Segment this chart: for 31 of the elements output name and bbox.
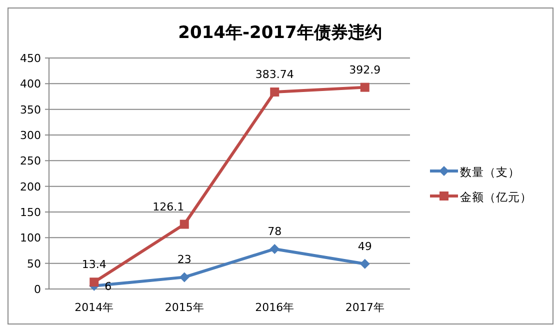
point bbox=[270, 244, 280, 254]
data-label: 126.1 bbox=[152, 200, 184, 214]
point bbox=[270, 88, 280, 97]
x-tick-label: 2014年 bbox=[74, 301, 114, 314]
legend-label: 金额（亿元） bbox=[460, 190, 532, 204]
data-label: 49 bbox=[358, 240, 372, 253]
data-label: 383.74 bbox=[255, 68, 294, 82]
point bbox=[360, 258, 370, 269]
legend-label: 数量（支） bbox=[460, 165, 520, 179]
y-tick-label: 400 bbox=[20, 78, 41, 91]
chart-title: 2014年-2017年债券违约 bbox=[178, 23, 382, 43]
y-tick-label: 300 bbox=[20, 129, 41, 142]
x-tick-label: 2017年 bbox=[345, 301, 384, 314]
data-label: 392.9 bbox=[349, 63, 381, 76]
y-tick-label: 250 bbox=[20, 154, 41, 168]
y-tick-label: 450 bbox=[20, 52, 41, 65]
data-label: 78 bbox=[268, 224, 282, 238]
y-tick-label: 350 bbox=[20, 103, 41, 116]
y-tick-label: 200 bbox=[20, 180, 41, 194]
data-label: 23 bbox=[177, 253, 192, 266]
x-tick-label: 2015年 bbox=[164, 301, 204, 314]
point bbox=[90, 278, 99, 287]
y-tick-label: 50 bbox=[27, 257, 41, 270]
data-label: 13.4 bbox=[82, 258, 106, 272]
point bbox=[360, 82, 370, 92]
point bbox=[180, 220, 189, 229]
y-tick-label: 0 bbox=[34, 283, 41, 296]
point bbox=[179, 272, 190, 282]
y-tick-label: 150 bbox=[20, 206, 41, 219]
y-tick-label: 100 bbox=[20, 232, 41, 245]
x-tick-label: 2016年 bbox=[255, 301, 294, 314]
